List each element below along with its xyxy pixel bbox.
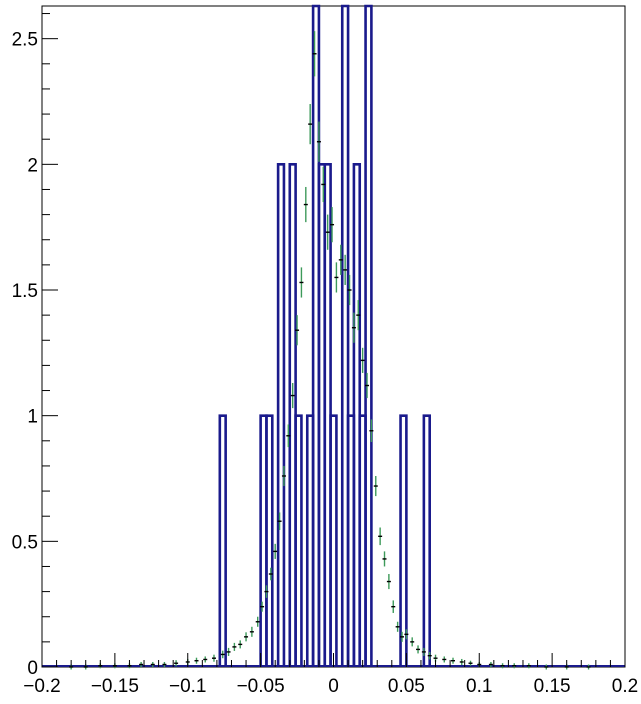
x-tick-label: −0.1: [169, 676, 207, 697]
y-tick-label: 2.5: [12, 30, 38, 51]
axes: −0.2 −0.15 −0.1 −0.05 0 0.05 0.1 0.15 0.2 0 0.5 1 1.…: [12, 13, 638, 697]
histogram-bar: [399, 414, 408, 667]
histogram-bar: [340, 4, 350, 667]
histogram-bar: [276, 163, 286, 667]
histogram-bar: [329, 414, 338, 667]
x-tick-label: −0.2: [23, 676, 61, 697]
x-tick-label: 0.15: [534, 676, 571, 697]
histogram-bar: [218, 414, 227, 667]
y-tick-label: 0: [27, 658, 38, 679]
y-tick-label: 1.5: [12, 281, 38, 302]
histogram-bar: [364, 4, 373, 667]
histogram-bar: [422, 414, 431, 667]
histogram-series: [42, 4, 625, 667]
plot-frame: [41, 5, 626, 668]
x-tick-label: −0.15: [91, 676, 139, 697]
x-tick-label: 0.05: [388, 676, 425, 697]
x-tick-label: 0.2: [612, 676, 638, 697]
histogram-bar: [294, 414, 303, 667]
x-tick-label: 0.1: [466, 676, 492, 697]
y-tick-label: 0.5: [12, 532, 38, 553]
x-tick-label: 0: [328, 676, 339, 697]
x-tick-label: −0.05: [237, 676, 285, 697]
histogram-bar: [265, 414, 274, 667]
y-tick-label: 1: [27, 407, 38, 428]
y-tick-label: 2: [27, 155, 38, 176]
